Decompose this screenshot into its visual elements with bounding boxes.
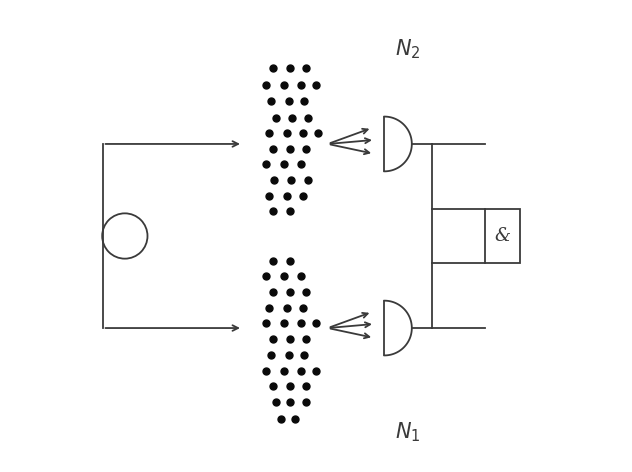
Text: &: & xyxy=(494,227,511,245)
Text: $N_2$: $N_2$ xyxy=(395,38,421,61)
Text: $N_1$: $N_1$ xyxy=(395,420,421,444)
Bar xyxy=(485,209,520,263)
